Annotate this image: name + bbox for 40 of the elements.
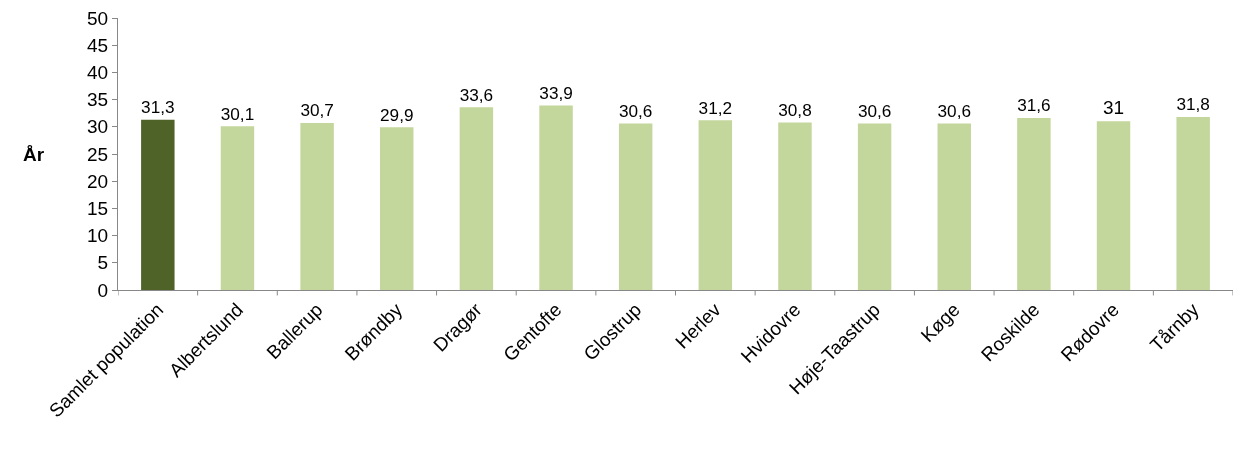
data-label: 30,7 <box>300 100 334 121</box>
y-tick-label: 40 <box>87 62 109 84</box>
data-label: 30,6 <box>857 100 892 121</box>
bar <box>1017 118 1051 290</box>
y-tick-label: 10 <box>87 225 109 247</box>
data-label: 30,6 <box>618 100 653 121</box>
data-label: 31,2 <box>698 97 733 118</box>
bar <box>380 127 414 290</box>
bar <box>698 120 733 290</box>
bar <box>220 126 255 290</box>
data-label: 31,8 <box>1176 94 1210 115</box>
y-tick-label: 50 <box>87 7 109 29</box>
bar <box>459 107 494 290</box>
data-label: 33,6 <box>459 84 494 105</box>
bar <box>778 122 812 290</box>
bar <box>937 123 971 290</box>
y-tick-label: 30 <box>87 116 109 138</box>
data-label: 31,3 <box>141 97 175 118</box>
y-tick-label: 35 <box>87 89 109 111</box>
bar <box>618 123 653 290</box>
bar <box>539 105 573 290</box>
bar <box>1096 121 1131 290</box>
y-tick-label: 45 <box>87 34 109 56</box>
bar <box>857 123 892 290</box>
data-label: 33,9 <box>539 82 573 103</box>
y-tick-label: 5 <box>97 252 109 274</box>
bar <box>141 119 175 290</box>
bar <box>300 122 334 290</box>
data-label: 29,9 <box>380 104 414 125</box>
data-label: 31,6 <box>1017 95 1051 116</box>
y-tick-label: 20 <box>87 170 109 192</box>
y-tick-label: 25 <box>87 143 109 165</box>
data-label: 31 <box>1102 97 1125 119</box>
y-tick-label: 0 <box>97 279 109 301</box>
y-axis-title: År <box>23 144 45 165</box>
bar <box>1176 117 1210 290</box>
data-label: 30,8 <box>778 99 812 120</box>
data-label: 30,6 <box>937 100 971 121</box>
data-label: 30,1 <box>220 103 255 124</box>
y-tick-label: 15 <box>87 198 109 220</box>
